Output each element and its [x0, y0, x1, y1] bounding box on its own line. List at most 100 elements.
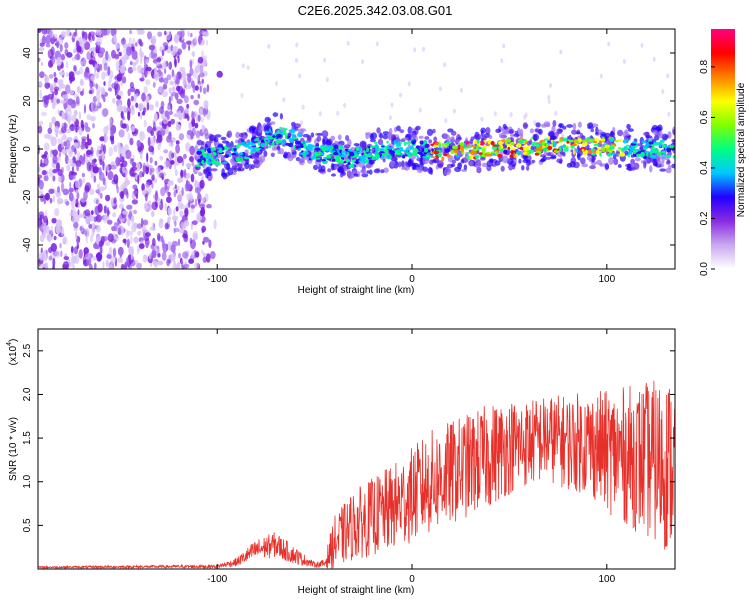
noise-blob	[159, 172, 165, 178]
noise-blob	[117, 257, 123, 264]
signal-halo	[370, 138, 376, 143]
noise-blob	[122, 166, 126, 174]
signal-halo	[551, 135, 556, 141]
signal-core	[535, 147, 541, 152]
signal-halo	[529, 128, 535, 134]
signal-halo	[437, 160, 444, 168]
noise-blob	[205, 253, 211, 263]
signal-halo	[360, 169, 366, 174]
noise-blob	[69, 32, 72, 37]
signal-core	[433, 144, 438, 148]
noise-blob	[52, 258, 56, 267]
signal-core	[672, 155, 675, 159]
snr-panel: -100 0 100 0.5 1.0 1.5 2.0 2.5 Height of strai…	[6, 328, 676, 596]
signal-halo	[208, 133, 214, 141]
noise-blob	[157, 31, 163, 37]
signal-halo	[270, 121, 276, 125]
noise-blob	[57, 138, 61, 145]
signal-halo	[206, 166, 212, 174]
signal-core	[300, 140, 304, 144]
noise-blob	[112, 212, 117, 218]
signal-halo	[316, 132, 323, 136]
noise-blob	[129, 29, 133, 35]
signal-core	[299, 143, 304, 149]
noise-blob	[167, 105, 170, 111]
signal-core	[433, 150, 439, 155]
noise-blob	[187, 30, 190, 37]
noise-blob	[41, 29, 47, 35]
noise-blob	[87, 133, 89, 143]
signal-core	[267, 139, 270, 144]
signal-halo	[433, 136, 438, 142]
noise-blob	[76, 86, 80, 93]
noise-blob	[144, 232, 151, 237]
noise-blob	[184, 208, 189, 218]
signal-core	[397, 140, 401, 146]
signal-halo	[608, 157, 614, 165]
noise-blob	[56, 79, 61, 85]
signal-halo	[334, 140, 338, 146]
noise-blob	[108, 246, 113, 257]
signal-core	[562, 137, 568, 142]
noise-blob	[131, 199, 138, 205]
signal-core	[471, 144, 476, 148]
noise-blob	[95, 224, 101, 233]
noise-blob	[103, 96, 106, 103]
signal-core	[541, 141, 546, 146]
noise-blob	[127, 217, 131, 227]
signal-halo	[287, 153, 294, 162]
noise-blob	[155, 100, 159, 108]
noise-blob	[103, 81, 106, 86]
signal-core	[380, 155, 385, 159]
noise-blob	[73, 32, 77, 37]
noise-blob	[175, 206, 179, 212]
noise-blob	[60, 182, 65, 193]
signal-core	[296, 132, 303, 138]
noise-blob	[93, 175, 97, 183]
noise-blob	[52, 101, 56, 110]
noise-blob	[171, 69, 175, 78]
noise-blob	[105, 50, 109, 61]
noise-blob	[127, 66, 134, 74]
faint-blob	[295, 42, 299, 48]
noise-blob	[187, 73, 192, 84]
noise-blob	[94, 64, 99, 69]
noise-blob	[53, 72, 57, 77]
noise-blob	[50, 55, 56, 65]
faint-blob	[493, 111, 497, 117]
faint-blob	[390, 102, 394, 108]
signal-halo	[397, 161, 402, 168]
signal-halo	[337, 134, 342, 141]
signal-core	[218, 148, 223, 154]
signal-halo	[617, 129, 624, 137]
signal-core	[403, 141, 407, 146]
noise-blob	[177, 200, 183, 209]
noise-blob	[197, 74, 201, 84]
signal-core	[310, 144, 316, 149]
signal-core	[250, 149, 255, 153]
noise-blob	[80, 144, 86, 150]
noise-blob	[127, 88, 131, 97]
noise-blob	[113, 34, 117, 43]
noise-blob	[145, 58, 149, 64]
signal-halo	[535, 122, 541, 128]
signal-core	[581, 148, 585, 152]
noise-blob	[195, 130, 201, 139]
noise-blob	[61, 122, 68, 130]
signal-core	[575, 149, 579, 153]
noise-blob	[56, 186, 61, 193]
noise-blob	[43, 229, 47, 238]
signal-core	[648, 139, 651, 143]
signal-core	[375, 153, 380, 159]
signal-halo	[365, 133, 370, 140]
signal-core	[416, 155, 419, 158]
noise-blob	[107, 233, 115, 243]
noise-blob	[189, 156, 194, 163]
noise-blob	[130, 105, 135, 116]
noise-blob	[173, 113, 179, 118]
y-tick-label: 2.5	[22, 343, 33, 357]
signal-core	[237, 143, 242, 147]
noise-blob	[137, 230, 142, 236]
noise-blob	[84, 209, 91, 217]
noise-blob	[142, 254, 148, 263]
